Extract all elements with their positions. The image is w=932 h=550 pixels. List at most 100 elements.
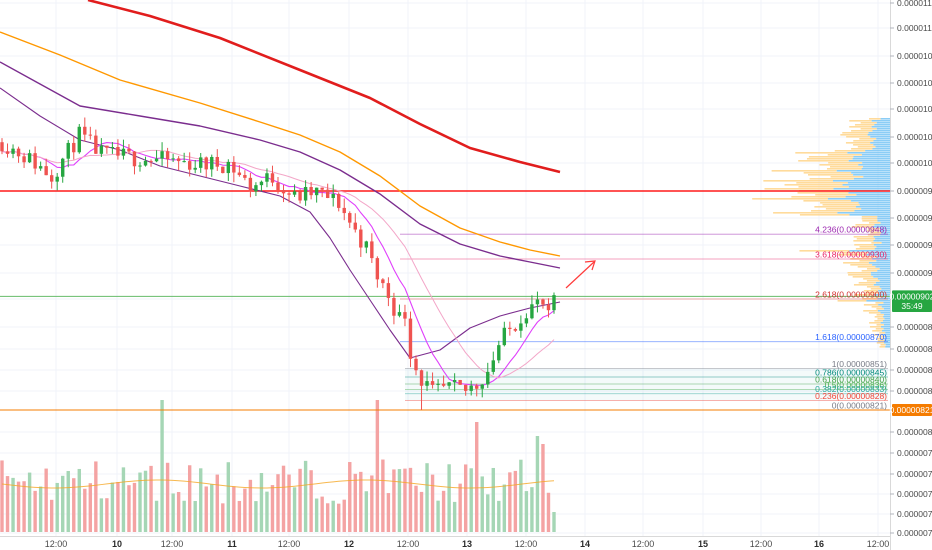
volume-profile-bar-up <box>875 238 890 240</box>
volume-bar <box>55 482 59 532</box>
volume-profile-bar-up <box>871 120 890 122</box>
price-axis-label: 0.00000762 <box>897 489 932 499</box>
candle-body <box>469 385 473 391</box>
candle-body <box>193 167 197 170</box>
candle-body <box>5 151 10 154</box>
volume-profile-bar-down <box>879 332 886 334</box>
volume-profile-bar-down <box>863 310 878 312</box>
volume-bar <box>441 490 446 532</box>
volume-bar <box>44 468 48 532</box>
candle-body <box>552 295 556 311</box>
candle-body <box>309 186 313 196</box>
volume-profile-bar-up <box>885 344 890 346</box>
time-axis-label: 12:00 <box>867 539 890 549</box>
volume-profile-bar-up <box>868 132 890 134</box>
volume-profile-bar-up <box>851 172 890 174</box>
price-tag-box <box>892 300 932 312</box>
volume-profile-bar-up <box>871 274 890 276</box>
candle-body <box>475 385 479 389</box>
volume-profile-bar-up <box>877 278 890 280</box>
candle-body <box>303 186 308 201</box>
price-axis-label: 0.00001080 <box>897 51 932 61</box>
volume-bar <box>105 498 109 532</box>
volume-bar <box>364 491 369 532</box>
volume-profile-bar-up <box>875 146 890 148</box>
candle-body <box>215 156 219 167</box>
volume-profile-bar-up <box>849 214 890 216</box>
volume-profile-bar-up <box>872 130 890 132</box>
time-axis[interactable]: 12:00 10 12:00 11 12:00 12 12:00 13 12:00 14 12:00… <box>45 539 890 549</box>
volume-bar <box>386 493 391 532</box>
volume-bar <box>475 422 479 532</box>
volume-profile-bar-down <box>851 148 873 150</box>
volume-profile-bar-up <box>836 170 890 172</box>
volume-profile-bar-down <box>862 220 878 222</box>
volume-bar <box>513 470 518 532</box>
volume-bar <box>491 467 495 532</box>
volume-profile-bar-up <box>880 118 890 120</box>
volume-bar <box>94 461 98 532</box>
volume-bar <box>403 468 407 532</box>
volume-bar <box>353 473 357 532</box>
candle-body <box>116 146 120 156</box>
volume-profile-bar-up <box>881 306 890 308</box>
volume-bar <box>325 503 330 532</box>
volume-profile-bar-down <box>861 256 878 258</box>
candle-body <box>502 327 507 346</box>
volume-profile-bar-down <box>853 240 874 242</box>
candle-body <box>154 158 159 162</box>
volume-bar <box>243 488 247 532</box>
volume-profile-bar-down <box>851 226 873 228</box>
volume-profile-bar-down <box>877 340 885 342</box>
volume-bar <box>11 477 15 532</box>
volume-bar <box>0 460 4 532</box>
volume-profile-bar-down <box>798 160 849 162</box>
volume-bar <box>226 462 231 532</box>
volume-profile-bar-up <box>883 302 890 304</box>
candle-body <box>497 345 501 361</box>
volume-profile-bar-up <box>876 122 890 124</box>
volume-bar <box>49 499 54 532</box>
candle-body <box>491 360 495 372</box>
volume-bar <box>248 479 253 532</box>
volume-profile-bar-up <box>874 224 890 226</box>
candle-body <box>392 297 396 316</box>
volume-profile-bar-up <box>883 328 890 330</box>
volume-profile-bar-down <box>810 210 855 212</box>
price-axis-label: 0.00001040 <box>897 104 932 114</box>
volume-bar <box>110 482 115 532</box>
price-tag-box <box>892 404 932 416</box>
price-axis[interactable]: 0.00001120 0.00001100 0.00001080 0.00001060… <box>890 0 932 538</box>
volume-profile-bar-down <box>861 270 878 272</box>
price-tag-label: 0.00000902 <box>890 291 932 301</box>
volume-profile-bar-up <box>885 332 890 334</box>
volume-bar <box>276 474 280 532</box>
candle-body <box>486 371 490 385</box>
volume-profile-bar-down <box>815 194 857 196</box>
candle-body <box>314 187 319 196</box>
candle-body <box>381 279 385 284</box>
time-axis-label: 12:00 <box>161 539 184 549</box>
volume-bar <box>320 496 324 532</box>
time-axis-label: 14 <box>580 539 590 549</box>
volume-profile-bar-up <box>848 192 890 194</box>
volume-profile-bar-down <box>861 218 878 220</box>
candle-body <box>414 358 418 371</box>
volume-bar <box>419 491 424 532</box>
volume-profile-bar-up <box>855 206 890 208</box>
volume-profile-bar-down <box>808 174 854 176</box>
volume-profile-bar-up <box>877 216 890 218</box>
price-tag-label: 35:49 <box>901 301 923 311</box>
candle-body <box>541 299 545 305</box>
volume-profile-bar-up <box>873 294 890 296</box>
ema-light-pink <box>1 149 555 379</box>
volume-profile-bar-up <box>853 178 890 180</box>
volume-profile-bar-down <box>773 212 838 214</box>
volume-profile-bar-up <box>858 202 890 204</box>
candle-body <box>83 126 87 135</box>
volume-bar <box>232 486 236 532</box>
volume-profile-bar-down <box>853 236 874 238</box>
volume-bar <box>292 487 297 532</box>
volume-bar <box>154 500 159 532</box>
